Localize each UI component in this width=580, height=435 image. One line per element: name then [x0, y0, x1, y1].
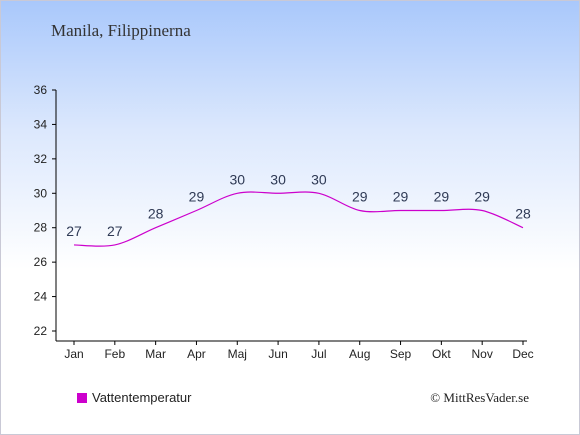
x-tick-label: Aug: [349, 347, 370, 361]
x-tick-label: Mar: [145, 347, 166, 361]
x-tick-label: Maj: [228, 347, 247, 361]
data-label: 30: [270, 171, 286, 187]
x-tick-label: Feb: [104, 347, 125, 361]
data-label: 28: [148, 206, 164, 222]
data-label: 30: [311, 171, 327, 187]
x-tick-label: Apr: [187, 347, 206, 361]
y-tick-label: 26: [34, 255, 48, 269]
y-tick-label: 36: [34, 83, 48, 97]
y-tick-label: 28: [34, 221, 48, 235]
y-tick-label: 32: [34, 152, 48, 166]
x-tick-label: Sep: [390, 347, 412, 361]
y-tick-label: 34: [34, 117, 48, 131]
series-line: [73, 191, 524, 247]
legend: Vattentemperatur: [77, 390, 191, 405]
data-label: 30: [229, 171, 245, 187]
x-tick-label: Dec: [512, 347, 533, 361]
x-tick-label: Jun: [268, 347, 287, 361]
x-tick-label: Jan: [64, 347, 83, 361]
y-tick-label: 22: [34, 324, 48, 338]
y-tick-label: 24: [34, 290, 48, 304]
data-label: 29: [352, 189, 368, 205]
copyright-text: © MittResVader.se: [430, 390, 529, 405]
data-label: 27: [66, 223, 82, 239]
data-label: 27: [107, 223, 123, 239]
x-tick-label: Okt: [432, 347, 451, 361]
y-tick-label: 30: [34, 186, 48, 200]
data-label: 29: [189, 189, 205, 205]
x-tick-label: Nov: [472, 347, 493, 361]
chart-title: Manila, Filippinerna: [51, 21, 191, 40]
legend-label: Vattentemperatur: [92, 390, 192, 405]
legend-swatch: [77, 392, 87, 403]
data-label: 29: [393, 189, 409, 205]
data-label: 29: [434, 189, 450, 205]
data-label: 29: [474, 189, 490, 205]
data-label: 28: [515, 206, 531, 222]
x-tick-label: Jul: [311, 347, 326, 361]
